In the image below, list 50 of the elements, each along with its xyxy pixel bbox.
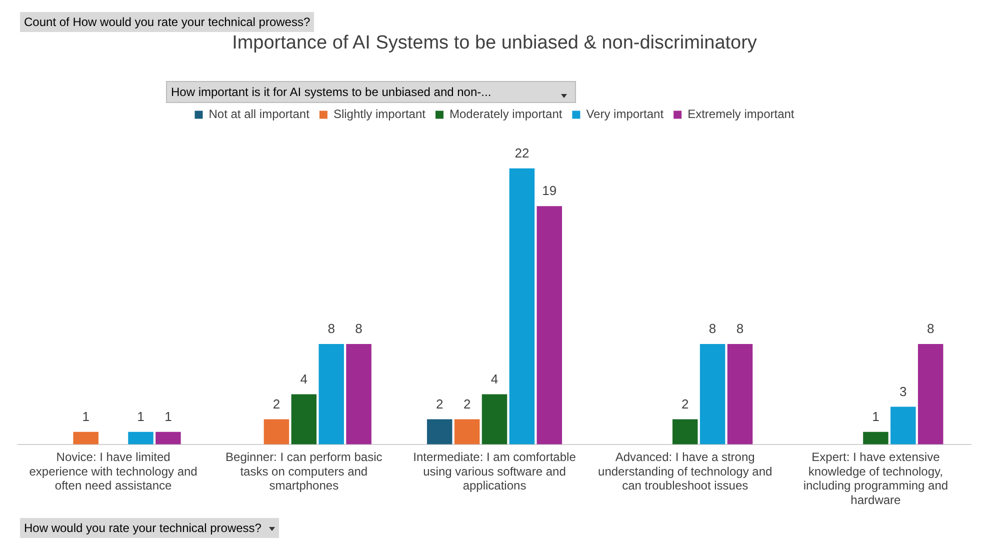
bar <box>156 432 181 444</box>
data-label: 2 <box>463 396 471 412</box>
text: How would you rate your technical prowess? <box>24 521 262 535</box>
data-label: 2 <box>272 396 280 412</box>
chart-title: Importance of AI Systems to be unbiased & non-discriminatory <box>232 32 758 54</box>
x-tick-label: Expert: I have extensive knowledge of technology, including programming and hardware <box>803 450 948 508</box>
legend-label: Very important <box>586 107 664 122</box>
bar <box>727 344 753 444</box>
legend-label: Extremely important <box>688 107 795 122</box>
legend-label: Moderately important <box>449 107 563 122</box>
bar <box>672 419 698 444</box>
bar <box>346 344 372 444</box>
data-label: 3 <box>900 384 907 399</box>
bar <box>73 432 98 444</box>
data-label: 2 <box>681 396 689 412</box>
data-label: 8 <box>328 321 335 336</box>
x-tick-label: Intermediate: I am comfortable using various software and applications <box>413 450 576 493</box>
bar <box>536 206 562 444</box>
data-label: 4 <box>490 371 498 386</box>
data-label: 8 <box>736 321 744 336</box>
data-label: 2 <box>436 396 444 412</box>
data-label: 8 <box>708 321 716 336</box>
data-label: 22 <box>514 146 530 161</box>
legend-label: Slightly important <box>333 107 426 122</box>
data-label: 8 <box>355 321 362 336</box>
bar <box>454 419 480 444</box>
data-label: 1 <box>872 408 880 424</box>
data-label: 4 <box>300 371 308 386</box>
x-tick-label: Novice: I have limited experience with technology and often need assistance <box>29 450 198 493</box>
bar <box>426 419 452 444</box>
bar <box>291 394 317 444</box>
bar <box>863 432 888 444</box>
data-label: 19 <box>542 183 557 198</box>
data-label: 1 <box>137 408 144 424</box>
bar <box>318 344 344 444</box>
text: Count of How would you rate your technical prowess? <box>20 12 314 32</box>
bar <box>128 432 154 444</box>
bar <box>918 344 944 444</box>
data-label: 1 <box>82 408 90 424</box>
data-label: 1 <box>164 408 172 424</box>
legend-title: How important is it for AI systems to be unbiased and non-... <box>171 85 492 99</box>
data-label: 8 <box>926 321 934 336</box>
bar <box>482 394 508 444</box>
legend-label: Not at all important <box>208 107 310 122</box>
x-tick-label: Beginner: I can perform basic tasks on computers and smartphones <box>226 450 382 493</box>
x-tick-label: Advanced: I have a strong understanding of technology and can troubleshoot issues <box>598 450 772 493</box>
bar <box>509 168 535 444</box>
bar <box>264 419 290 444</box>
bar <box>700 344 726 444</box>
bar <box>890 406 916 444</box>
